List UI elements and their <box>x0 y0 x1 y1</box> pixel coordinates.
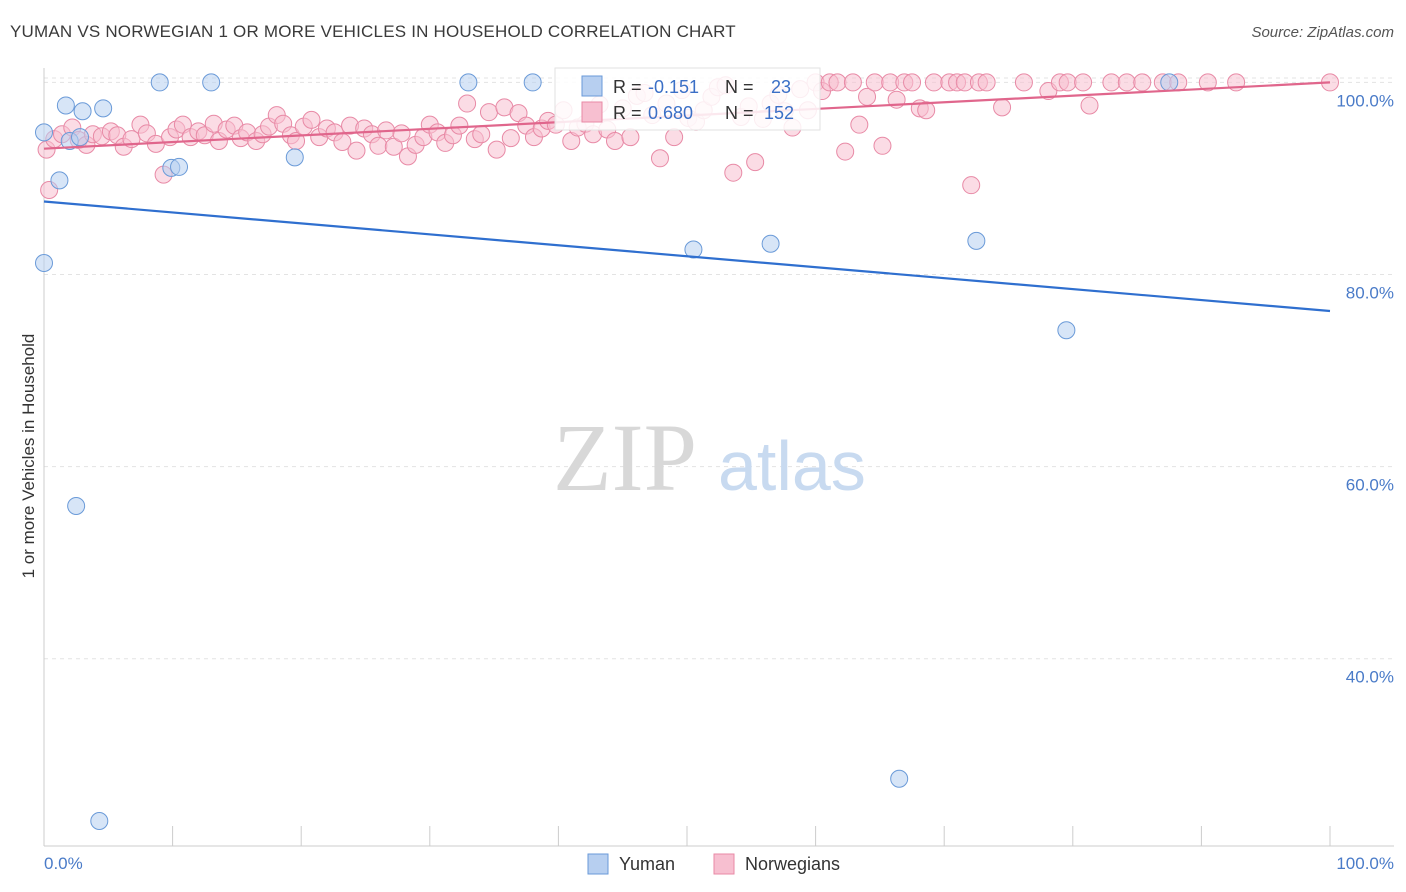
chart-title: YUMAN VS NORWEGIAN 1 OR MORE VEHICLES IN… <box>10 22 736 41</box>
gridlines <box>44 77 1394 660</box>
legend-label-norwegian: Norwegians <box>745 854 840 874</box>
yuman-point <box>285 148 304 167</box>
norwegian-point <box>865 73 884 92</box>
norwegian-point <box>903 73 922 92</box>
yuman-point <box>1160 73 1179 92</box>
axes <box>43 68 1394 847</box>
norwegian-point <box>724 163 743 182</box>
yuman-point <box>150 73 169 92</box>
source-credit: Source: ZipAtlas.com <box>1251 24 1394 41</box>
norwegian-stats-swatch <box>581 101 603 123</box>
norwegian-n-value: 152 <box>764 103 794 123</box>
norwegian-point <box>746 153 765 172</box>
norwegian-point <box>993 98 1012 117</box>
yuman-point <box>459 73 478 92</box>
yuman-n-value: 23 <box>771 77 791 97</box>
norwegian-point <box>450 116 469 135</box>
yuman-point <box>1057 321 1076 340</box>
norwegian-point <box>479 103 498 122</box>
norwegian-point <box>665 128 684 147</box>
yuman-point <box>170 157 189 176</box>
norwegian-point <box>369 136 388 155</box>
norwegian-point <box>836 142 855 161</box>
norwegian-point <box>1014 73 1033 92</box>
norwegian-point <box>302 110 321 129</box>
yuman-point <box>202 73 221 92</box>
yuman-stats-swatch <box>581 75 603 97</box>
yuman-r-value: -0.151 <box>648 77 699 97</box>
norwegian-point <box>392 124 411 143</box>
norwegian-point <box>962 176 981 195</box>
norwegian-point <box>873 136 892 155</box>
norwegian-r-label: R = <box>613 103 642 123</box>
legend-swatch-yuman <box>587 853 609 875</box>
yuman-point <box>523 73 542 92</box>
watermark-zip: ZIP <box>553 404 697 511</box>
norwegian-point <box>843 73 862 92</box>
yuman-point <box>71 128 90 147</box>
legend: Yuman Norwegians <box>587 853 840 875</box>
norwegian-point <box>458 94 477 113</box>
yuman-point <box>967 231 986 250</box>
x-tick-label-max: 100.0% <box>1336 854 1394 873</box>
watermark: ZIP atlas <box>553 404 866 511</box>
norwegian-point <box>1198 73 1217 92</box>
norwegian-point <box>1080 96 1099 115</box>
norwegian-point <box>1102 73 1121 92</box>
y-tick-label: 60.0% <box>1346 476 1394 495</box>
norwegian-point <box>501 129 520 148</box>
norwegian-point <box>1117 73 1136 92</box>
yuman-point <box>56 96 75 115</box>
x-axis-ticks <box>43 826 1331 846</box>
norwegian-point <box>487 140 506 159</box>
norwegian-point <box>1058 73 1077 92</box>
yuman-point <box>67 496 86 515</box>
yuman-r-label: R = <box>613 77 642 97</box>
norwegian-point <box>1074 73 1093 92</box>
yuman-point <box>684 240 703 259</box>
y-axis-title: 1 or more Vehicles in Household <box>19 334 38 579</box>
yuman-point <box>90 812 109 831</box>
x-tick-label-min: 0.0% <box>44 854 83 873</box>
norwegian-point <box>605 131 624 150</box>
norwegian-point <box>977 73 996 92</box>
yuman-point <box>94 99 113 118</box>
yuman-n-label: N = <box>725 77 754 97</box>
yuman-point <box>50 171 69 190</box>
norwegian-point <box>384 137 403 156</box>
stats-box: R = -0.151 N = 23 R = 0.680 N = 152 <box>554 67 821 131</box>
norwegian-n-label: N = <box>725 103 754 123</box>
norwegian-point <box>850 115 869 134</box>
yuman-point <box>890 769 909 788</box>
legend-label-yuman: Yuman <box>619 854 675 874</box>
y-tick-label: 80.0% <box>1346 284 1394 303</box>
yuman-point <box>73 102 92 121</box>
norwegian-point <box>924 73 943 92</box>
norwegian-point <box>917 101 936 120</box>
yuman-trend-line <box>43 200 1331 313</box>
norwegian-point <box>621 128 640 147</box>
yuman-point <box>35 253 53 272</box>
norwegian-point <box>347 141 366 160</box>
yuman-points <box>35 73 1179 831</box>
norwegian-point <box>828 73 847 92</box>
y-tick-label: 40.0% <box>1346 668 1394 687</box>
norwegian-r-value: 0.680 <box>648 103 693 123</box>
norwegian-point <box>472 125 491 144</box>
yuman-point <box>35 123 53 142</box>
norwegian-point <box>650 149 669 168</box>
yuman-point <box>761 234 780 253</box>
y-axis-tick-labels: 40.0% 60.0% 80.0% 100.0% <box>1336 91 1394 686</box>
norwegian-point <box>1133 73 1152 92</box>
watermark-atlas: atlas <box>718 427 866 505</box>
legend-swatch-norwegian <box>713 853 735 875</box>
y-tick-label: 100.0% <box>1336 91 1394 110</box>
